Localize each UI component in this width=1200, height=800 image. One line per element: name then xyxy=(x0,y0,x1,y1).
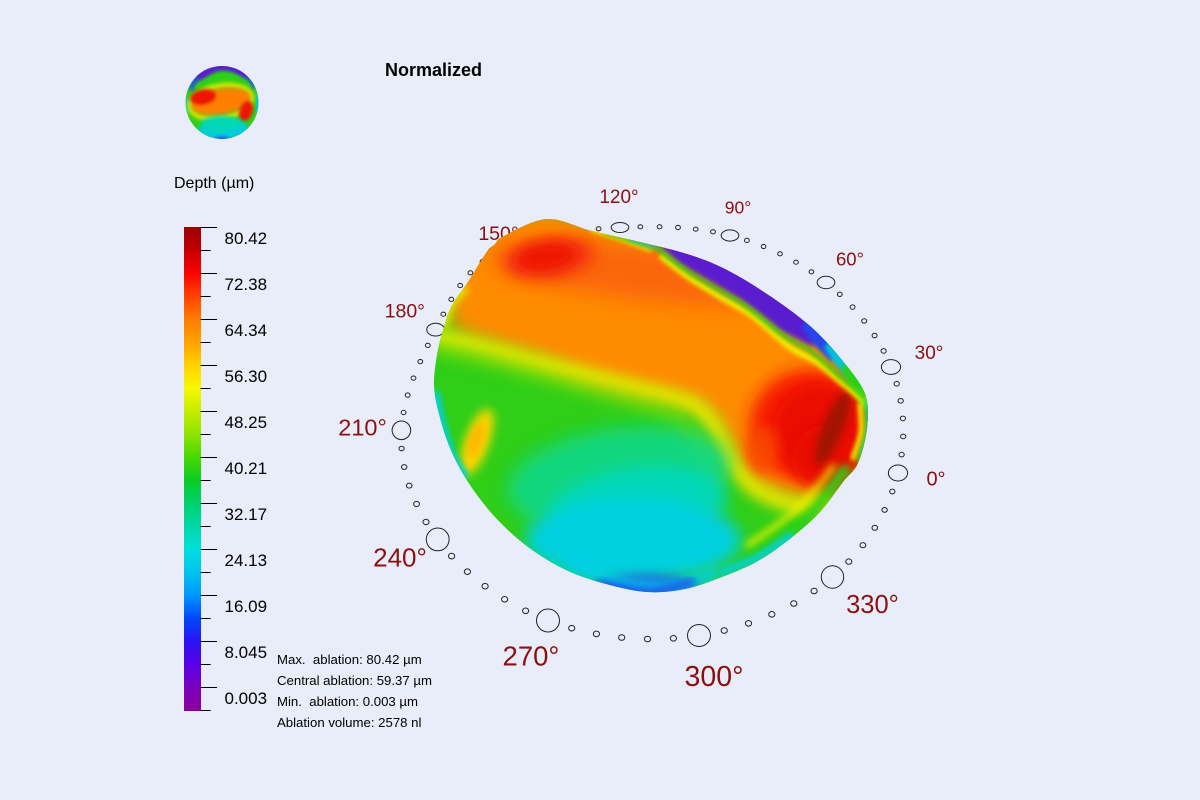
svg-text:60°: 60° xyxy=(836,249,864,270)
svg-text:90°: 90° xyxy=(725,197,751,217)
svg-text:270°: 270° xyxy=(503,640,560,671)
svg-text:30°: 30° xyxy=(915,343,944,364)
svg-text:210°: 210° xyxy=(338,415,387,441)
svg-text:180°: 180° xyxy=(385,301,425,323)
svg-text:300°: 300° xyxy=(685,661,744,693)
svg-text:0°: 0° xyxy=(926,469,945,491)
svg-text:240°: 240° xyxy=(373,542,427,572)
svg-text:120°: 120° xyxy=(599,187,638,208)
svg-text:330°: 330° xyxy=(846,591,899,619)
